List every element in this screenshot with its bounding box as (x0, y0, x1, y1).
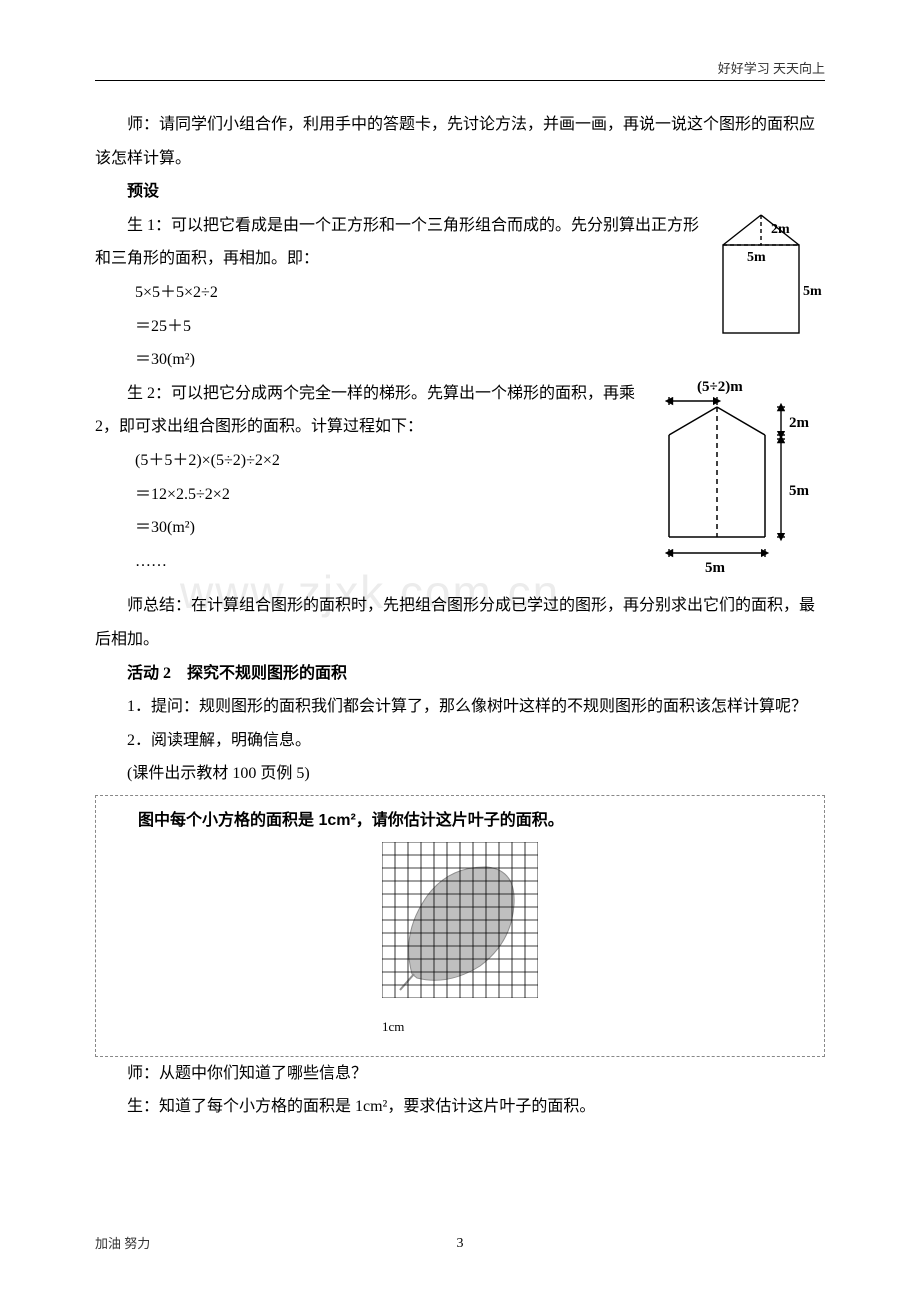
document-body: 师：请同学们小组合作，利用手中的答题卡，先讨论方法，并画一画，再说一说这个图形的… (95, 108, 825, 1124)
paragraph: 师：请同学们小组合作，利用手中的答题卡，先讨论方法，并画一画，再说一说这个图形的… (95, 108, 825, 175)
label-5m-top: 5m (747, 250, 766, 265)
leaf-unit-label: 1cm (382, 1013, 404, 1040)
calc-line: ＝25＋5 (95, 310, 825, 344)
example-prompt: 图中每个小方格的面积是 1cm²，请你估计这片叶子的面积。 (106, 804, 814, 838)
label-2m: 2m (771, 222, 790, 237)
heading-preset: 预设 (95, 175, 825, 209)
label-5m: 5m (789, 483, 810, 499)
heading-activity-2: 活动 2 探究不规则图形的面积 (95, 657, 825, 691)
paragraph: 师：从题中你们知道了哪些信息？ (95, 1057, 825, 1091)
label-5m-bottom: 5m (705, 560, 726, 576)
paragraph: 生 1：可以把它看成是由一个正方形和一个三角形组合而成的。先分别算出正方形和三角… (95, 209, 825, 276)
figure-house-2: (5÷2)m (655, 377, 825, 590)
example-box: 图中每个小方格的面积是 1cm²，请你估计这片叶子的面积。 (95, 795, 825, 1057)
footer-page-number: 3 (457, 1236, 464, 1252)
calc-line: 5×5＋5×2÷2 (95, 276, 825, 310)
paragraph: 2．阅读理解，明确信息。 (95, 724, 825, 758)
figure-leaf: 1cm (106, 842, 814, 1044)
calc-line: ＝30(m²) (95, 343, 825, 377)
header-rule (95, 80, 825, 81)
paragraph-summary: 师总结：在计算组合图形的面积时，先把组合图形分成已学过的图形，再分别求出它们的面… (95, 589, 825, 656)
paragraph: 生：知道了每个小方格的面积是 1cm²，要求估计这片叶子的面积。 (95, 1090, 825, 1124)
figure-house-1: 2m 5m 5m (717, 209, 825, 356)
footer-left: 加油 努力 (95, 1233, 150, 1252)
label-2m: 2m (789, 415, 810, 431)
paragraph: (课件出示教材 100 页例 5) (95, 757, 825, 791)
header-right: 好好学习 天天向上 (718, 58, 825, 77)
label-top: (5÷2)m (697, 379, 743, 395)
paragraph: 1．提问：规则图形的面积我们都会计算了，那么像树叶这样的不规则图形的面积该怎样计… (95, 690, 825, 724)
label-5m-side: 5m (803, 284, 822, 299)
